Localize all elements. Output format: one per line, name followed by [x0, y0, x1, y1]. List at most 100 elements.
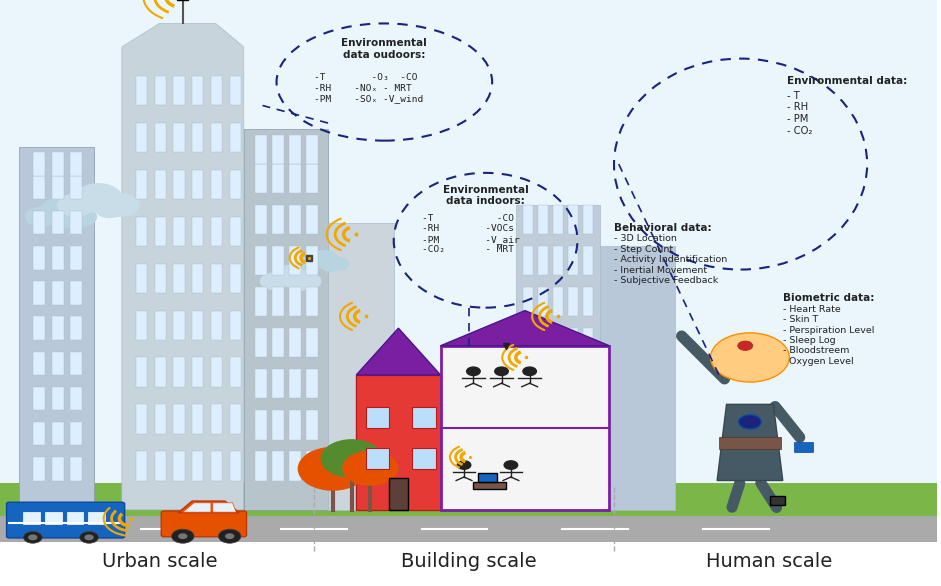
Circle shape	[57, 212, 84, 229]
FancyBboxPatch shape	[211, 451, 222, 481]
FancyBboxPatch shape	[583, 369, 594, 398]
Polygon shape	[19, 146, 94, 510]
FancyBboxPatch shape	[272, 369, 284, 398]
FancyBboxPatch shape	[272, 328, 284, 357]
FancyBboxPatch shape	[154, 404, 166, 434]
FancyBboxPatch shape	[71, 152, 83, 176]
FancyBboxPatch shape	[289, 246, 301, 275]
FancyBboxPatch shape	[154, 451, 166, 481]
FancyBboxPatch shape	[33, 316, 45, 340]
Polygon shape	[244, 129, 328, 510]
Text: Environmental
data indoors:: Environmental data indoors:	[442, 185, 529, 206]
FancyBboxPatch shape	[306, 451, 318, 481]
FancyBboxPatch shape	[52, 211, 64, 234]
FancyBboxPatch shape	[553, 451, 564, 481]
FancyBboxPatch shape	[255, 205, 267, 234]
FancyBboxPatch shape	[306, 328, 318, 357]
FancyBboxPatch shape	[71, 387, 83, 410]
Polygon shape	[328, 223, 393, 510]
FancyBboxPatch shape	[136, 76, 147, 105]
Circle shape	[504, 461, 518, 469]
FancyBboxPatch shape	[306, 164, 318, 193]
FancyBboxPatch shape	[553, 205, 564, 234]
FancyBboxPatch shape	[538, 205, 549, 234]
FancyBboxPatch shape	[306, 246, 318, 275]
FancyBboxPatch shape	[154, 217, 166, 246]
FancyBboxPatch shape	[538, 287, 549, 316]
FancyBboxPatch shape	[289, 135, 301, 164]
Circle shape	[74, 183, 122, 213]
FancyBboxPatch shape	[211, 404, 222, 434]
Circle shape	[24, 207, 57, 227]
Circle shape	[321, 439, 382, 478]
FancyBboxPatch shape	[136, 357, 147, 387]
FancyBboxPatch shape	[173, 76, 184, 105]
FancyBboxPatch shape	[230, 311, 241, 340]
FancyBboxPatch shape	[45, 512, 62, 524]
FancyBboxPatch shape	[794, 442, 813, 452]
Circle shape	[738, 341, 753, 350]
FancyBboxPatch shape	[52, 422, 64, 445]
FancyBboxPatch shape	[136, 404, 147, 434]
FancyBboxPatch shape	[473, 482, 506, 489]
Text: Behavioral data:: Behavioral data:	[614, 223, 711, 233]
FancyBboxPatch shape	[306, 205, 318, 234]
FancyBboxPatch shape	[272, 451, 284, 481]
FancyBboxPatch shape	[583, 246, 594, 275]
FancyBboxPatch shape	[568, 205, 579, 234]
FancyBboxPatch shape	[71, 281, 83, 305]
Circle shape	[95, 199, 124, 218]
Circle shape	[523, 367, 536, 376]
FancyBboxPatch shape	[523, 410, 534, 440]
FancyBboxPatch shape	[523, 205, 534, 234]
FancyBboxPatch shape	[154, 264, 166, 293]
FancyBboxPatch shape	[33, 387, 45, 410]
FancyBboxPatch shape	[412, 407, 436, 428]
Circle shape	[326, 257, 349, 271]
Circle shape	[288, 277, 311, 291]
FancyBboxPatch shape	[289, 205, 301, 234]
FancyBboxPatch shape	[255, 328, 267, 357]
Text: Biometric data:: Biometric data:	[783, 293, 874, 303]
FancyBboxPatch shape	[255, 135, 267, 164]
FancyBboxPatch shape	[583, 328, 594, 357]
Circle shape	[467, 367, 480, 376]
Circle shape	[80, 532, 99, 543]
FancyBboxPatch shape	[192, 264, 203, 293]
Text: - Heart Rate
- Skin T
- Perspiration Level
- Sleep Log
- Bloodstreem
  Oxygen Le: - Heart Rate - Skin T - Perspiration Lev…	[783, 305, 874, 366]
FancyBboxPatch shape	[192, 123, 203, 152]
Text: Building scale: Building scale	[401, 553, 536, 571]
Polygon shape	[183, 503, 211, 512]
FancyBboxPatch shape	[173, 311, 184, 340]
FancyBboxPatch shape	[52, 316, 64, 340]
FancyBboxPatch shape	[33, 246, 45, 270]
FancyBboxPatch shape	[568, 410, 579, 440]
Circle shape	[225, 533, 234, 539]
FancyBboxPatch shape	[366, 448, 389, 469]
FancyBboxPatch shape	[306, 369, 318, 398]
FancyBboxPatch shape	[553, 287, 564, 316]
FancyBboxPatch shape	[770, 496, 785, 505]
FancyBboxPatch shape	[24, 512, 40, 524]
FancyBboxPatch shape	[173, 217, 184, 246]
FancyBboxPatch shape	[538, 246, 549, 275]
FancyBboxPatch shape	[568, 246, 579, 275]
Text: -T           -CO
-RH        -VOCs
-PM        -V_air
-CO₂       - MRT: -T -CO -RH -VOCs -PM -V_air -CO₂ - MRT	[422, 214, 519, 254]
FancyBboxPatch shape	[553, 246, 564, 275]
FancyBboxPatch shape	[553, 328, 564, 357]
FancyBboxPatch shape	[523, 246, 534, 275]
Circle shape	[218, 529, 241, 543]
Text: - T
- RH
- PM
- CO₂: - T - RH - PM - CO₂	[788, 91, 813, 135]
Circle shape	[710, 333, 789, 382]
FancyBboxPatch shape	[230, 264, 241, 293]
Circle shape	[321, 260, 340, 272]
FancyBboxPatch shape	[211, 76, 222, 105]
FancyBboxPatch shape	[553, 369, 564, 398]
Circle shape	[739, 415, 761, 429]
Polygon shape	[213, 503, 236, 512]
FancyBboxPatch shape	[230, 404, 241, 434]
FancyBboxPatch shape	[568, 287, 579, 316]
FancyBboxPatch shape	[33, 211, 45, 234]
FancyBboxPatch shape	[0, 516, 937, 542]
FancyBboxPatch shape	[33, 176, 45, 199]
